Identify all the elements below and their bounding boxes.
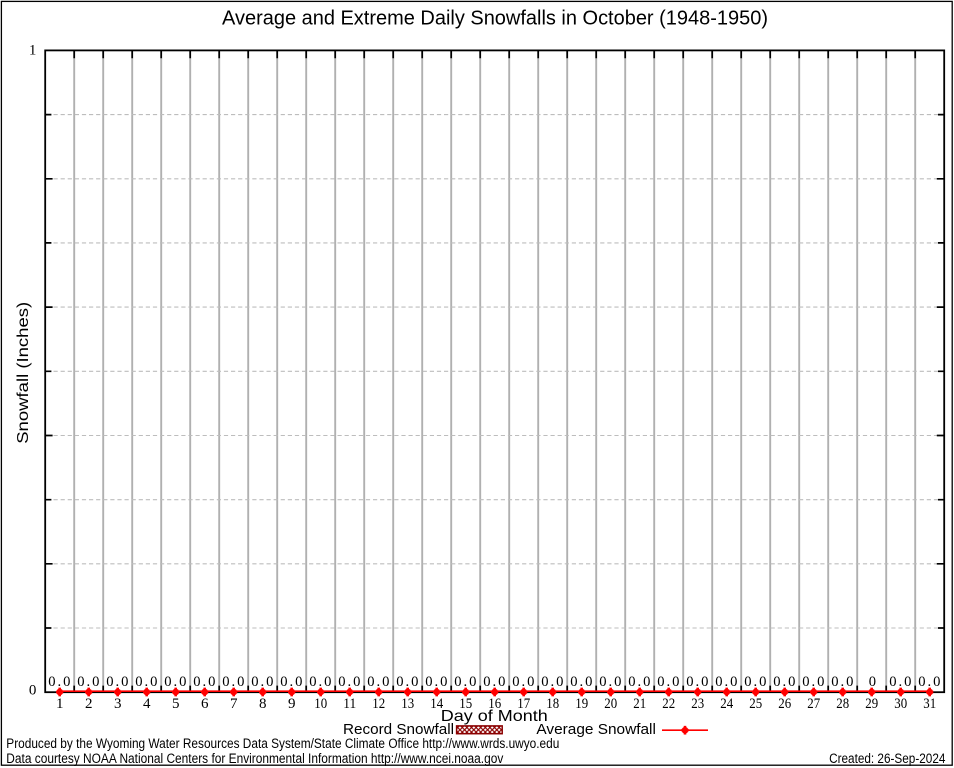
svg-text:3: 3 <box>114 696 122 712</box>
svg-text:30: 30 <box>894 696 907 712</box>
svg-text:0.0: 0.0 <box>280 674 304 690</box>
svg-text:0.0: 0.0 <box>889 674 913 690</box>
svg-text:0.0: 0.0 <box>628 674 652 690</box>
svg-text:27: 27 <box>807 696 820 712</box>
svg-text:Average Snowfall: Average Snowfall <box>536 722 656 738</box>
svg-text:5: 5 <box>172 696 180 712</box>
svg-text:0.0: 0.0 <box>164 674 188 690</box>
svg-text:0.0: 0.0 <box>541 674 565 690</box>
svg-text:Day of Month: Day of Month <box>441 708 548 725</box>
svg-text:0.0: 0.0 <box>135 674 159 690</box>
svg-text:12: 12 <box>372 696 385 712</box>
svg-text:0.0: 0.0 <box>802 674 826 690</box>
svg-text:29: 29 <box>865 696 878 712</box>
svg-text:Data courtesy NOAA National Ce: Data courtesy NOAA National Centers for … <box>6 751 503 766</box>
svg-text:Snowfall (Inches): Snowfall (Inches) <box>15 302 32 444</box>
svg-text:1: 1 <box>56 696 64 712</box>
svg-text:1: 1 <box>29 42 37 58</box>
svg-text:13: 13 <box>401 696 414 712</box>
svg-text:Average and Extreme Daily Snow: Average and Extreme Daily Snowfalls in O… <box>222 8 768 30</box>
svg-text:0.0: 0.0 <box>744 674 768 690</box>
svg-text:20: 20 <box>604 696 617 712</box>
svg-text:0.0: 0.0 <box>599 674 623 690</box>
svg-text:16: 16 <box>488 696 501 712</box>
svg-text:7: 7 <box>230 696 238 712</box>
svg-text:6: 6 <box>201 696 209 712</box>
svg-text:24: 24 <box>720 696 733 712</box>
svg-text:0.0: 0.0 <box>338 674 362 690</box>
svg-text:0.0: 0.0 <box>396 674 420 690</box>
svg-text:0.0: 0.0 <box>570 674 594 690</box>
svg-text:0.0: 0.0 <box>773 674 797 690</box>
svg-text:0.0: 0.0 <box>512 674 536 690</box>
svg-text:10: 10 <box>314 696 327 712</box>
svg-text:0.0: 0.0 <box>686 674 710 690</box>
svg-text:19: 19 <box>575 696 588 712</box>
svg-text:22: 22 <box>662 696 675 712</box>
svg-text:9: 9 <box>288 696 296 712</box>
svg-text:28: 28 <box>836 696 849 712</box>
svg-text:0.0: 0.0 <box>77 674 101 690</box>
svg-text:0.0: 0.0 <box>425 674 449 690</box>
svg-text:0: 0 <box>869 674 876 690</box>
svg-text:0.0: 0.0 <box>193 674 217 690</box>
svg-text:0.0: 0.0 <box>715 674 739 690</box>
svg-text:2: 2 <box>85 696 93 712</box>
svg-text:0.0: 0.0 <box>483 674 507 690</box>
svg-text:0.0: 0.0 <box>106 674 130 690</box>
svg-text:0.0: 0.0 <box>367 674 391 690</box>
svg-text:4: 4 <box>143 696 151 712</box>
svg-text:25: 25 <box>749 696 762 712</box>
svg-text:0: 0 <box>29 683 37 699</box>
svg-text:0.0: 0.0 <box>657 674 681 690</box>
svg-text:0.0: 0.0 <box>831 674 855 690</box>
svg-text:31: 31 <box>923 696 936 712</box>
svg-text:0.0: 0.0 <box>222 674 246 690</box>
svg-text:21: 21 <box>633 696 646 712</box>
svg-text:23: 23 <box>691 696 704 712</box>
svg-text:0.0: 0.0 <box>251 674 275 690</box>
svg-text:0.0: 0.0 <box>48 674 72 690</box>
svg-text:0.0: 0.0 <box>454 674 478 690</box>
svg-text:Produced by the Wyoming Water: Produced by the Wyoming Water Resources … <box>6 736 559 751</box>
svg-text:17: 17 <box>517 696 530 712</box>
svg-text:26: 26 <box>778 696 791 712</box>
svg-text:14: 14 <box>430 696 443 712</box>
svg-text:0.0: 0.0 <box>918 674 942 690</box>
svg-text:0.0: 0.0 <box>309 674 333 690</box>
svg-text:8: 8 <box>259 696 267 712</box>
svg-text:Record Snowfall: Record Snowfall <box>343 722 454 738</box>
svg-text:18: 18 <box>546 696 559 712</box>
svg-text:Created: 26-Sep-2024: Created: 26-Sep-2024 <box>829 751 946 766</box>
svg-text:11: 11 <box>343 696 356 712</box>
svg-text:15: 15 <box>459 696 472 712</box>
